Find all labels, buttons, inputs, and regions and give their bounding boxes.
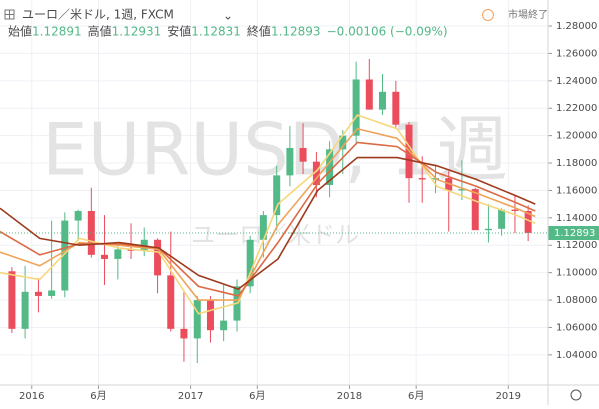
- x-tick-label: 6月: [249, 390, 265, 402]
- moving-average: [0, 114, 536, 315]
- ohlc-label: 始値: [8, 24, 32, 39]
- candle-body: [339, 135, 347, 150]
- candle-body: [498, 209, 506, 229]
- candle-body: [48, 290, 56, 296]
- ohlc-value: 1.12831: [191, 25, 241, 39]
- candle-body: [259, 215, 267, 240]
- ohlc-label: 安値: [167, 24, 191, 39]
- candle-body: [180, 328, 188, 339]
- symbol-title[interactable]: ユーロ／米ドル, 1週, FXCM: [22, 8, 174, 22]
- candle-body: [273, 175, 281, 216]
- y-tick-label: 1.28000: [556, 21, 597, 32]
- y-tick-label: 1.10000: [556, 268, 597, 279]
- candle-body: [74, 210, 82, 221]
- y-tick-label: 1.08000: [556, 295, 597, 306]
- candle-body: [206, 300, 214, 331]
- candle-body: [378, 91, 386, 110]
- settings-icon[interactable]: [570, 389, 582, 401]
- candle-body: [471, 189, 479, 231]
- candle-body: [21, 291, 29, 329]
- x-tick-label: 2018: [337, 391, 362, 402]
- x-tick-label: 2017: [178, 391, 203, 402]
- status-icon: [482, 9, 494, 21]
- y-tick-label: 1.18000: [556, 158, 597, 169]
- y-tick-label: 1.12000: [556, 240, 597, 251]
- x-tick-label: 2016: [19, 391, 44, 402]
- candle-body: [392, 91, 400, 125]
- candle-body: [511, 209, 519, 211]
- candle-body: [524, 210, 532, 233]
- candle-body: [220, 320, 228, 331]
- ohlc-label: 終値: [247, 24, 271, 39]
- candle-body: [326, 149, 334, 185]
- candle-body: [484, 228, 492, 231]
- moving-average: [0, 156, 536, 290]
- change: −0.00106 (−0.09%): [327, 25, 448, 39]
- last-price-tag: [548, 226, 599, 241]
- ohlc-value: 1.12931: [112, 25, 162, 39]
- x-tick-label: 6月: [90, 390, 106, 402]
- candle-body: [193, 300, 201, 339]
- candle-body: [312, 161, 320, 185]
- candle-body: [365, 79, 373, 110]
- candle-body: [458, 189, 466, 191]
- candle-body: [286, 147, 294, 176]
- y-tick-label: 1.24000: [556, 76, 597, 87]
- ohlc-label: 高値: [88, 24, 112, 39]
- x-tick-label: 2019: [496, 391, 521, 402]
- last-price-label: 1.12893: [554, 228, 595, 239]
- y-tick-label: 1.20000: [556, 131, 597, 142]
- y-tick-label: 1.26000: [556, 48, 597, 59]
- market-status: 市場終了: [508, 8, 548, 21]
- x-tick-label: 6月: [408, 390, 424, 402]
- candle-body: [114, 249, 122, 259]
- candle-body: [101, 254, 109, 259]
- candle-body: [61, 220, 69, 291]
- candle-body: [418, 178, 426, 180]
- candle-body: [127, 249, 135, 251]
- candle-body: [34, 291, 42, 296]
- y-tick-label: 1.04000: [556, 350, 597, 361]
- candle-body: [352, 79, 360, 136]
- candle-body: [8, 271, 16, 329]
- watermark-sub: ユーロ／米ドル: [191, 221, 359, 249]
- candle-body: [167, 275, 175, 329]
- candle-body: [87, 210, 95, 255]
- y-tick-label: 1.06000: [556, 322, 597, 333]
- ohlc-value: 1.12891: [32, 25, 82, 39]
- candle-body: [299, 147, 307, 162]
- candle-body: [246, 239, 254, 287]
- dropdown-caret[interactable]: ⌄: [223, 9, 233, 23]
- candle-body: [154, 239, 162, 276]
- ohlc-value: 1.12893: [271, 25, 321, 39]
- y-tick-label: 1.16000: [556, 185, 597, 196]
- y-tick-label: 1.22000: [556, 103, 597, 114]
- y-tick-label: 1.14000: [556, 213, 597, 224]
